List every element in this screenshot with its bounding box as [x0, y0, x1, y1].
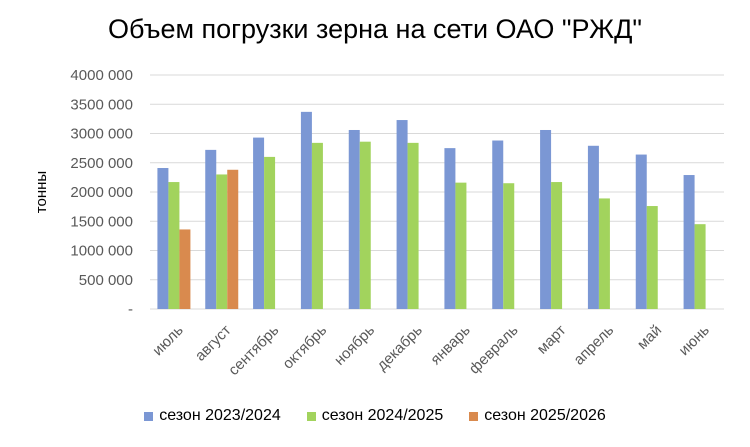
bar-1	[348, 129, 360, 309]
gridlines	[150, 74, 724, 310]
x-tick-label: октябрь	[279, 322, 330, 373]
bar-2	[694, 224, 706, 309]
bar-1	[540, 129, 552, 309]
x-tick-label: январь	[427, 322, 474, 369]
bar-1	[396, 120, 408, 309]
y-tick-label: 1500 000	[70, 213, 133, 230]
bar-3	[227, 169, 239, 309]
bar-2	[598, 198, 610, 309]
y-tick-label: 1000 000	[70, 243, 133, 260]
bar-1	[635, 154, 647, 309]
y-tick-label: 4000 000	[70, 67, 133, 84]
x-tick-label: июнь	[676, 322, 713, 359]
chart-title: Объем погрузки зерна на сети ОАО "РЖД"	[108, 14, 642, 44]
y-tick-label: 3000 000	[70, 126, 133, 143]
x-tick-label: апрель	[570, 322, 617, 369]
bar-2	[503, 183, 515, 309]
bar-1	[300, 111, 312, 309]
x-tick-label: ноябрь	[331, 322, 378, 369]
legend-label: сезон 2025/2026	[484, 407, 606, 424]
y-axis-label: тонны	[33, 171, 50, 213]
bars	[157, 111, 706, 309]
x-tick-label: май	[634, 322, 665, 353]
legend: сезон 2023/2024 сезон 2024/2025 сезон 2025…	[0, 407, 750, 425]
legend-swatch	[306, 411, 316, 421]
bar-1	[205, 149, 217, 309]
bar-1	[157, 168, 169, 309]
y-axis-ticks: - 500 000 1000 000 1500 000 2000 000 2500 000…	[70, 67, 133, 318]
x-tick-label: июль	[149, 322, 187, 360]
legend-label: сезон 2024/2025	[321, 407, 444, 424]
legend-item: сезон 2024/2025	[306, 407, 444, 425]
bar-1	[587, 145, 599, 309]
legend-item: сезон 2023/2024	[144, 407, 281, 425]
bar-2	[311, 142, 323, 309]
bar-2	[168, 182, 180, 309]
x-tick-label: февраль	[466, 322, 522, 378]
legend-swatch	[144, 411, 154, 421]
bar-1	[683, 175, 695, 309]
y-tick-label: 3500 000	[70, 96, 133, 113]
bar-2	[359, 141, 371, 309]
legend-label: сезон 2023/2024	[159, 407, 281, 424]
bar-2	[551, 182, 563, 309]
x-tick-label: март	[534, 322, 570, 358]
bar-2	[646, 206, 658, 309]
bar-1	[492, 140, 504, 309]
x-tick-label: сентябрь	[225, 322, 282, 379]
y-tick-label: 500 000	[79, 272, 133, 289]
bar-2	[216, 174, 228, 309]
bar-1	[253, 137, 265, 309]
y-tick-label: 2500 000	[70, 155, 133, 172]
x-tick-label: декабрь	[374, 322, 427, 375]
legend-swatch	[469, 411, 479, 421]
bar-2	[407, 142, 419, 309]
y-tick-label: -	[128, 301, 133, 318]
y-tick-label: 2000 000	[70, 184, 133, 201]
x-tick-label: август	[192, 322, 235, 365]
bar-2	[264, 156, 276, 309]
bar-2	[455, 182, 467, 309]
legend-item: сезон 2025/2026	[469, 407, 606, 425]
bar-1	[444, 148, 456, 309]
bar-3	[179, 229, 191, 309]
